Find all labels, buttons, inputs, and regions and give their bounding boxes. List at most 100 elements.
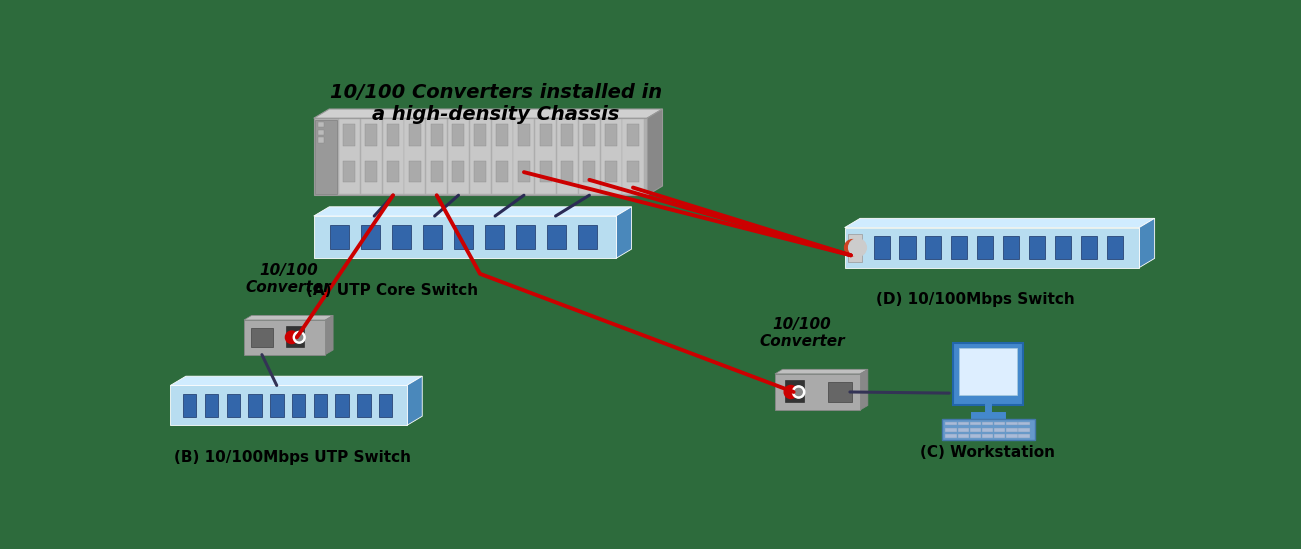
FancyBboxPatch shape: [427, 119, 448, 194]
Polygon shape: [647, 109, 662, 195]
Text: (A) UTP Core Switch: (A) UTP Core Switch: [306, 283, 479, 298]
FancyBboxPatch shape: [605, 125, 617, 146]
FancyBboxPatch shape: [474, 161, 487, 182]
FancyBboxPatch shape: [583, 161, 596, 182]
Text: (B) 10/100Mbps UTP Switch: (B) 10/100Mbps UTP Switch: [174, 450, 411, 465]
FancyBboxPatch shape: [204, 394, 219, 417]
FancyBboxPatch shape: [382, 119, 403, 194]
FancyBboxPatch shape: [343, 125, 355, 146]
FancyBboxPatch shape: [848, 233, 861, 262]
FancyBboxPatch shape: [925, 236, 942, 259]
Circle shape: [293, 332, 306, 343]
FancyBboxPatch shape: [946, 434, 956, 438]
FancyBboxPatch shape: [170, 385, 407, 425]
Text: 10/100
Converter: 10/100 Converter: [246, 263, 332, 295]
FancyBboxPatch shape: [405, 119, 425, 194]
FancyBboxPatch shape: [245, 320, 325, 355]
FancyBboxPatch shape: [1029, 236, 1045, 259]
FancyBboxPatch shape: [994, 428, 1006, 432]
Polygon shape: [860, 369, 868, 410]
Polygon shape: [170, 376, 423, 385]
FancyBboxPatch shape: [954, 343, 1023, 405]
FancyBboxPatch shape: [474, 125, 487, 146]
FancyBboxPatch shape: [1006, 428, 1017, 432]
FancyBboxPatch shape: [1006, 434, 1017, 438]
Circle shape: [795, 388, 803, 396]
FancyBboxPatch shape: [605, 161, 617, 182]
FancyBboxPatch shape: [379, 394, 393, 417]
FancyBboxPatch shape: [583, 125, 596, 146]
FancyBboxPatch shape: [271, 394, 284, 417]
FancyBboxPatch shape: [492, 119, 513, 194]
FancyBboxPatch shape: [946, 422, 956, 425]
FancyBboxPatch shape: [183, 394, 196, 417]
FancyBboxPatch shape: [317, 137, 324, 143]
FancyBboxPatch shape: [340, 119, 360, 194]
FancyBboxPatch shape: [982, 428, 993, 432]
FancyBboxPatch shape: [994, 422, 1006, 425]
Polygon shape: [775, 369, 868, 374]
FancyBboxPatch shape: [535, 119, 557, 194]
FancyBboxPatch shape: [827, 382, 852, 402]
FancyBboxPatch shape: [226, 394, 239, 417]
FancyBboxPatch shape: [366, 125, 377, 146]
FancyBboxPatch shape: [1006, 422, 1017, 425]
Polygon shape: [314, 207, 631, 216]
FancyBboxPatch shape: [969, 434, 981, 438]
FancyBboxPatch shape: [785, 380, 804, 402]
FancyBboxPatch shape: [601, 119, 622, 194]
FancyBboxPatch shape: [314, 394, 327, 417]
FancyBboxPatch shape: [946, 428, 956, 432]
FancyBboxPatch shape: [873, 236, 890, 259]
Polygon shape: [325, 315, 333, 355]
FancyBboxPatch shape: [977, 236, 993, 259]
FancyBboxPatch shape: [317, 130, 324, 135]
FancyBboxPatch shape: [518, 125, 530, 146]
FancyBboxPatch shape: [994, 434, 1006, 438]
FancyBboxPatch shape: [386, 125, 399, 146]
FancyBboxPatch shape: [314, 118, 647, 195]
FancyBboxPatch shape: [431, 125, 442, 146]
FancyBboxPatch shape: [1019, 428, 1029, 432]
Circle shape: [844, 239, 861, 256]
FancyBboxPatch shape: [969, 422, 981, 425]
FancyBboxPatch shape: [360, 119, 381, 194]
FancyBboxPatch shape: [248, 394, 262, 417]
FancyBboxPatch shape: [1055, 236, 1071, 259]
Polygon shape: [844, 219, 1154, 228]
Circle shape: [285, 331, 298, 344]
FancyBboxPatch shape: [1019, 422, 1029, 425]
Text: 10/100 Converters installed in
a high-density Chassis: 10/100 Converters installed in a high-de…: [330, 83, 662, 124]
Polygon shape: [407, 376, 423, 425]
FancyBboxPatch shape: [1081, 236, 1097, 259]
FancyBboxPatch shape: [343, 161, 355, 182]
FancyBboxPatch shape: [540, 161, 552, 182]
FancyBboxPatch shape: [251, 328, 273, 346]
Circle shape: [848, 239, 866, 256]
FancyBboxPatch shape: [496, 161, 507, 182]
FancyBboxPatch shape: [844, 228, 1140, 267]
FancyBboxPatch shape: [315, 120, 337, 194]
FancyBboxPatch shape: [951, 236, 968, 259]
FancyBboxPatch shape: [959, 348, 1017, 395]
FancyBboxPatch shape: [622, 119, 644, 194]
Text: 10/100
Converter: 10/100 Converter: [760, 317, 844, 349]
FancyBboxPatch shape: [982, 422, 993, 425]
FancyBboxPatch shape: [514, 119, 535, 194]
FancyBboxPatch shape: [1019, 434, 1029, 438]
FancyBboxPatch shape: [291, 394, 306, 417]
FancyBboxPatch shape: [579, 119, 600, 194]
FancyBboxPatch shape: [518, 161, 530, 182]
FancyBboxPatch shape: [627, 161, 639, 182]
FancyBboxPatch shape: [409, 161, 420, 182]
FancyBboxPatch shape: [392, 225, 411, 249]
FancyBboxPatch shape: [470, 119, 490, 194]
FancyBboxPatch shape: [317, 122, 324, 127]
FancyBboxPatch shape: [557, 119, 578, 194]
FancyBboxPatch shape: [366, 161, 377, 182]
FancyBboxPatch shape: [314, 216, 615, 259]
FancyBboxPatch shape: [1107, 236, 1123, 259]
Text: (C) Workstation: (C) Workstation: [921, 445, 1055, 460]
Polygon shape: [1140, 219, 1154, 267]
FancyBboxPatch shape: [982, 434, 993, 438]
